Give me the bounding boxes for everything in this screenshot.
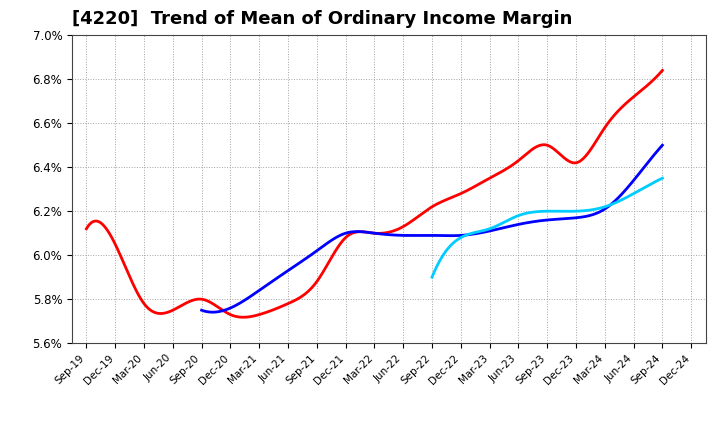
3 Years: [645, 81, 654, 86]
5 Years: [197, 308, 206, 313]
Line: 5 Years: 5 Years: [202, 145, 662, 312]
3 Years: [360, 229, 369, 235]
7 Years: [539, 209, 547, 214]
3 Years: [357, 229, 366, 235]
5 Years: [208, 309, 217, 315]
7 Years: [616, 198, 625, 203]
7 Years: [652, 178, 661, 183]
3 Years: [426, 205, 435, 210]
7 Years: [428, 275, 436, 280]
5 Years: [648, 154, 657, 160]
5 Years: [417, 233, 426, 238]
Line: 3 Years: 3 Years: [86, 70, 662, 317]
5 Years: [576, 215, 585, 220]
3 Years: [82, 226, 91, 231]
Text: [4220]  Trend of Mean of Ordinary Income Margin: [4220] Trend of Mean of Ordinary Income …: [72, 10, 572, 28]
7 Years: [564, 209, 573, 214]
7 Years: [552, 209, 561, 214]
3 Years: [555, 151, 564, 157]
Line: 7 Years: 7 Years: [432, 178, 662, 277]
3 Years: [658, 68, 667, 73]
3 Years: [395, 226, 403, 231]
5 Years: [448, 233, 456, 238]
5 Years: [658, 143, 667, 148]
5 Years: [472, 231, 481, 236]
5 Years: [420, 233, 428, 238]
7 Years: [658, 176, 667, 181]
7 Years: [537, 209, 546, 214]
3 Years: [239, 315, 248, 320]
